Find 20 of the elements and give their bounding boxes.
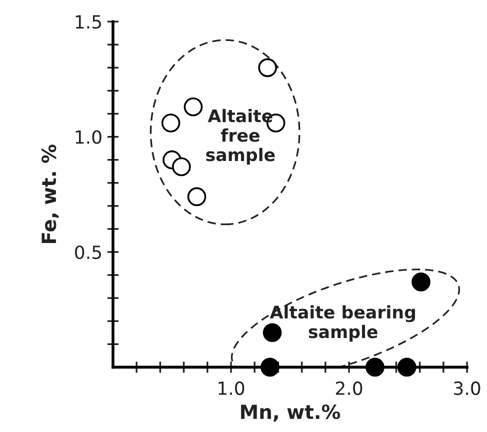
point — [258, 58, 277, 78]
y-axis-title: Fe, wt. % — [41, 144, 59, 243]
y-tick-label: 1.5 — [76, 15, 101, 29]
point — [412, 272, 430, 292]
point — [262, 323, 282, 342]
point — [161, 114, 180, 132]
point — [260, 358, 280, 377]
point — [172, 157, 191, 176]
x-tick-label: 2.0 — [336, 381, 362, 396]
x-tick-label: 3.0 — [454, 381, 480, 396]
point — [184, 97, 203, 116]
annotation: Altaite bearing sample — [270, 305, 415, 342]
y-tick-label: 0.5 — [75, 245, 101, 260]
x-tick-label: 1.0 — [218, 381, 244, 396]
x-axis-title: Mn, wt.% — [241, 404, 340, 422]
point — [187, 187, 206, 206]
point — [366, 358, 384, 377]
point — [397, 358, 416, 377]
annotation: Altaite free sample — [206, 108, 275, 165]
y-tick-label: 1.0 — [76, 130, 102, 144]
